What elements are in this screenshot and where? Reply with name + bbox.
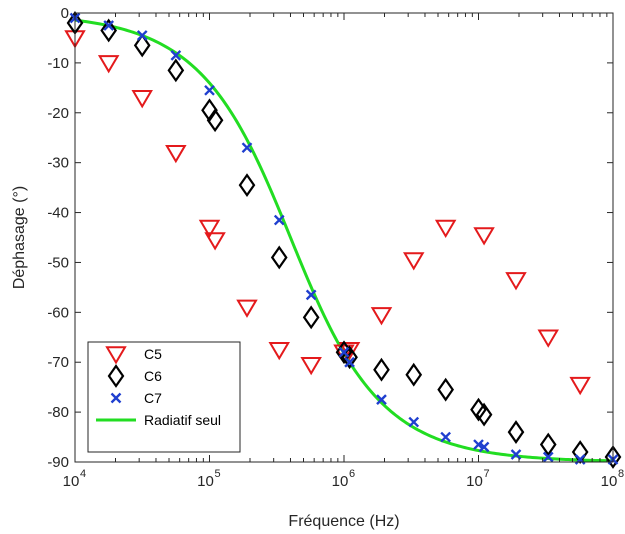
data-point-c6	[270, 245, 288, 270]
data-point-c5	[165, 144, 187, 164]
y-tick-label: -20	[47, 105, 69, 122]
legend-marker	[105, 346, 127, 365]
legend-label: C7	[144, 390, 162, 406]
x-tick-base: 10	[601, 473, 618, 490]
y-tick-label: -70	[47, 354, 69, 371]
legend: C5 C6 C7 Radiatif seul	[87, 341, 241, 453]
x-tick-exponent: 5	[215, 468, 221, 480]
legend-item: C6	[107, 364, 162, 388]
y-tick-label: -30	[47, 155, 69, 172]
series-c5	[64, 30, 591, 396]
y-tick-label: -50	[47, 254, 69, 271]
data-point-c5	[402, 252, 425, 271]
legend-item: Radiatif seul	[96, 412, 221, 428]
data-point-c5	[131, 90, 153, 109]
data-point-c5	[434, 219, 457, 239]
data-point-c6	[133, 33, 151, 58]
data-point-c5	[370, 307, 393, 326]
y-tick-label: -90	[47, 454, 69, 471]
data-point-c5	[198, 219, 221, 239]
data-point-c6	[100, 18, 118, 43]
x-tick-label: 10 4	[63, 468, 86, 490]
data-point-c7	[170, 50, 182, 61]
x-tick-label: 10 7	[466, 468, 489, 490]
data-point-c5	[268, 342, 290, 361]
y-axis-label: Déphasage (°)	[11, 186, 28, 289]
data-point-c7	[478, 441, 490, 453]
data-point-c7	[241, 142, 253, 154]
y-tick-label: -80	[47, 404, 69, 421]
legend-item: C5	[105, 346, 162, 365]
data-point-c6	[475, 402, 493, 427]
data-point-c7	[136, 30, 148, 41]
data-point-c6	[507, 420, 525, 444]
x-tick-exponent: 6	[349, 468, 355, 480]
x-tick-label: 10 6	[332, 468, 355, 490]
x-tick-exponent: 4	[80, 468, 86, 480]
data-point-c5	[537, 329, 559, 348]
data-point-c7	[338, 346, 350, 358]
x-tick-exponent: 8	[618, 468, 624, 480]
data-point-c7	[542, 451, 554, 463]
data-point-c6	[201, 98, 218, 123]
legend-label: C5	[144, 346, 162, 362]
data-point-c6	[437, 377, 455, 402]
x-tick-base: 10	[63, 473, 80, 490]
x-tick-label: 10 5	[197, 468, 220, 490]
data-point-c6	[206, 108, 224, 133]
x-tick-base: 10	[466, 473, 483, 490]
data-point-c5	[473, 227, 495, 246]
data-point-c6	[604, 445, 622, 469]
legend-item: C7	[110, 390, 162, 406]
data-point-c7	[204, 84, 215, 96]
y-tick-label: 0	[61, 5, 69, 22]
data-point-c5	[333, 344, 355, 363]
plot-area	[64, 11, 622, 469]
data-point-c7	[273, 214, 285, 226]
data-point-c6	[302, 305, 320, 330]
data-point-c7	[510, 449, 522, 460]
legend-box	[87, 341, 241, 453]
data-point-c7	[473, 439, 484, 450]
data-point-c7	[103, 20, 115, 31]
data-point-c5	[236, 299, 258, 318]
data-point-c6	[405, 362, 423, 387]
data-point-c5	[505, 272, 527, 291]
y-tick-label: -60	[47, 304, 69, 321]
data-point-c5	[204, 232, 226, 251]
data-point-c5	[300, 356, 322, 376]
legend-marker	[107, 364, 125, 388]
legend-marker	[110, 392, 122, 404]
data-point-c7	[376, 394, 387, 405]
data-point-c6	[373, 357, 390, 382]
data-point-c7	[440, 431, 452, 443]
data-point-c7	[574, 454, 586, 465]
x-tick-base: 10	[332, 473, 349, 490]
x-tick-label: 10 8	[601, 468, 624, 490]
data-point-c6	[539, 432, 557, 457]
legend-label: C6	[144, 368, 162, 384]
y-tick-label: -40	[47, 205, 69, 222]
x-axis-label: Fréquence (Hz)	[288, 513, 399, 530]
data-point-c6	[238, 173, 256, 198]
y-tick-label: -10	[47, 55, 69, 72]
data-point-c5	[97, 55, 120, 74]
data-point-c7	[344, 356, 355, 368]
data-point-c6	[167, 58, 185, 83]
series-c7	[69, 12, 619, 465]
data-point-c7	[408, 416, 420, 428]
legend-label: Radiatif seul	[144, 412, 221, 428]
data-point-c5	[569, 376, 591, 396]
data-point-c7	[305, 289, 317, 301]
x-tick-base: 10	[197, 473, 214, 490]
x-tick-exponent: 7	[484, 468, 490, 480]
